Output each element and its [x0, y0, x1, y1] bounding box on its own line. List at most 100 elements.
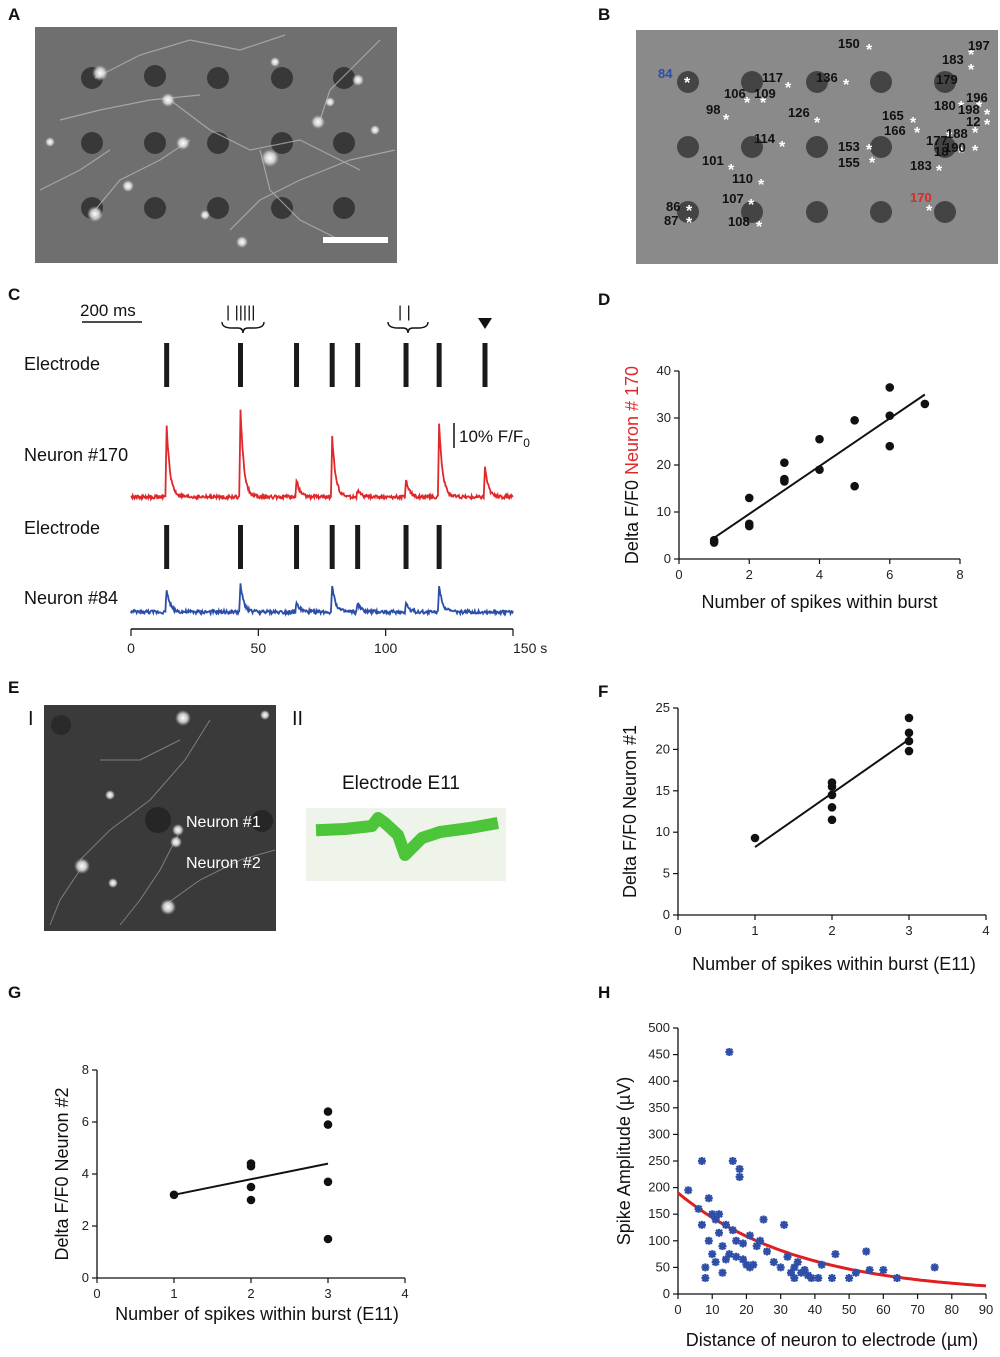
panel-h-y-tick-label: 300 — [648, 1126, 670, 1141]
panel-d-point — [885, 411, 895, 420]
panel-g-y-tick-label: 4 — [82, 1166, 89, 1181]
panel-f-point — [750, 833, 760, 843]
panel-g-fit-line — [173, 1162, 329, 1196]
panel-e-sub-i: I — [28, 708, 34, 730]
panel-h-point — [831, 1250, 840, 1259]
svg-text:*: * — [686, 215, 693, 232]
panel-b-neuron-id: 109 — [754, 86, 776, 101]
panel-f-point — [904, 713, 914, 723]
svg-text:*: * — [785, 80, 792, 97]
panel-h-point — [797, 1268, 806, 1277]
panel-h-point — [776, 1263, 785, 1272]
panel-h-point — [701, 1263, 710, 1272]
panel-g-x-label: Number of spikes within burst (E11) — [115, 1304, 399, 1324]
panel-f-x-tick-label: 2 — [828, 923, 835, 938]
panel-h-point — [879, 1266, 888, 1275]
panel-b-neuron-id: 180 — [934, 98, 956, 113]
panel-d-y-label-prefix: Delta F/F0 — [622, 475, 642, 564]
panel-g-x-tick-label: 3 — [324, 1286, 331, 1301]
svg-text:*: * — [984, 107, 991, 124]
svg-text:*: * — [968, 47, 975, 64]
panel-b-map: * ** * * * * ** ** * *** ** * ** * * ** *** ** * … — [636, 30, 998, 264]
panel-h-point — [704, 1236, 713, 1245]
panel-h-point — [715, 1210, 724, 1219]
panel-e-electrode-title: Electrode E11 — [342, 773, 460, 794]
panel-label-f: F — [598, 682, 608, 701]
panel-label-b: B — [598, 5, 610, 24]
panel-d-x-tick-label: 2 — [746, 567, 753, 582]
panel-h-point — [814, 1274, 823, 1283]
panel-g-x-tick-label: 4 — [401, 1286, 408, 1301]
panel-h-point — [804, 1271, 813, 1280]
panel-c-electrode-2-event — [329, 525, 335, 569]
panel-h-point — [845, 1274, 854, 1283]
panel-c-trace-neuron-170 — [130, 409, 514, 502]
panel-b-neuron-id: 177 — [926, 133, 948, 148]
panel-f-y-label: Delta F/F0 Neuron #1 — [620, 725, 640, 898]
panel-h-point — [697, 1157, 706, 1165]
panel-c-row-electrode-1: Electrode — [24, 354, 100, 374]
panel-h-point — [739, 1239, 748, 1248]
svg-text:*: * — [972, 143, 979, 160]
svg-text:*: * — [684, 75, 691, 92]
panel-a-neurites — [39, 34, 396, 241]
panel-h-fit-curve — [677, 1191, 987, 1288]
panel-d-point — [744, 521, 754, 531]
panel-b-neuron-id: 106 — [724, 86, 746, 101]
panel-g-x-tick-label: 1 — [170, 1286, 177, 1301]
panel-b-neuron-id: 107 — [722, 191, 744, 206]
panel-b-neuron-id: 18 — [934, 144, 948, 159]
panel-h-y-tick-label: 350 — [648, 1100, 670, 1115]
panel-g-y-tick-label: 6 — [82, 1114, 89, 1129]
panel-h-point — [745, 1231, 754, 1240]
panel-h-x-tick-label: 60 — [876, 1302, 890, 1317]
panel-d-y-label: Delta F/F0 Neuron # 170 — [622, 366, 642, 564]
panel-f-point — [904, 736, 914, 746]
panel-d-point — [815, 465, 824, 475]
panel-h-point — [745, 1263, 754, 1272]
panel-f-point — [904, 728, 914, 738]
panel-h-point — [684, 1186, 693, 1195]
panel-f-point — [827, 782, 837, 791]
svg-text:*: * — [972, 125, 979, 142]
panel-g-point — [246, 1161, 256, 1171]
panel-g-point — [323, 1177, 333, 1187]
panel-d-y-tick-label: 40 — [657, 363, 671, 378]
panel-c-electrode-1-event — [329, 343, 335, 387]
panel-h-point — [783, 1252, 792, 1261]
panel-f-y-tick-label: 10 — [656, 824, 670, 839]
panel-c-x-tick-label: 150 s — [513, 640, 547, 656]
panel-f-point — [904, 746, 914, 756]
panel-h-point — [718, 1242, 727, 1251]
panel-b-neuron-id: 150 — [838, 36, 860, 51]
panel-h-x-tick-label: 50 — [842, 1302, 856, 1317]
panel-b-neuron-id: 98 — [706, 102, 720, 117]
panel-c-burst-ticks-left: | ||||| — [226, 304, 255, 321]
svg-text:*: * — [756, 219, 763, 236]
panel-label-e: E — [8, 678, 19, 697]
panel-b-neuron-id: 155 — [838, 155, 860, 170]
panel-c-electrode-2-event — [436, 525, 442, 569]
panel-h-point — [732, 1236, 741, 1245]
svg-text:*: * — [926, 203, 933, 220]
panel-b-neuron-id: 198 — [958, 102, 980, 117]
panel-c-amp-scale-label: 10% F/F0 — [459, 427, 530, 450]
panel-h-point — [769, 1258, 778, 1267]
panel-c: 200 ms Electrode Neuron #170 Electrode N… — [24, 301, 547, 656]
panel-d-point — [885, 383, 895, 392]
panel-h-point — [893, 1274, 902, 1283]
panel-label-g: G — [8, 983, 21, 1002]
panel-label-a: A — [8, 5, 20, 24]
panel-f-point — [827, 803, 837, 812]
panel-h-point — [732, 1252, 741, 1261]
panel-g-point — [323, 1120, 333, 1129]
panel-f-y-tick-label: 0 — [663, 907, 670, 922]
panel-h-plot: 0 10 20 30 40 50 60 70 80 90 0 50 100 150 200 250 300 350… — [614, 1020, 993, 1350]
panel-d-point — [815, 434, 824, 444]
panel-h-point — [715, 1228, 724, 1237]
panel-a-electrode-grid — [81, 65, 355, 219]
panel-b-neuron-id: 196 — [966, 90, 988, 105]
panel-c-electrode-1-event — [355, 343, 361, 387]
